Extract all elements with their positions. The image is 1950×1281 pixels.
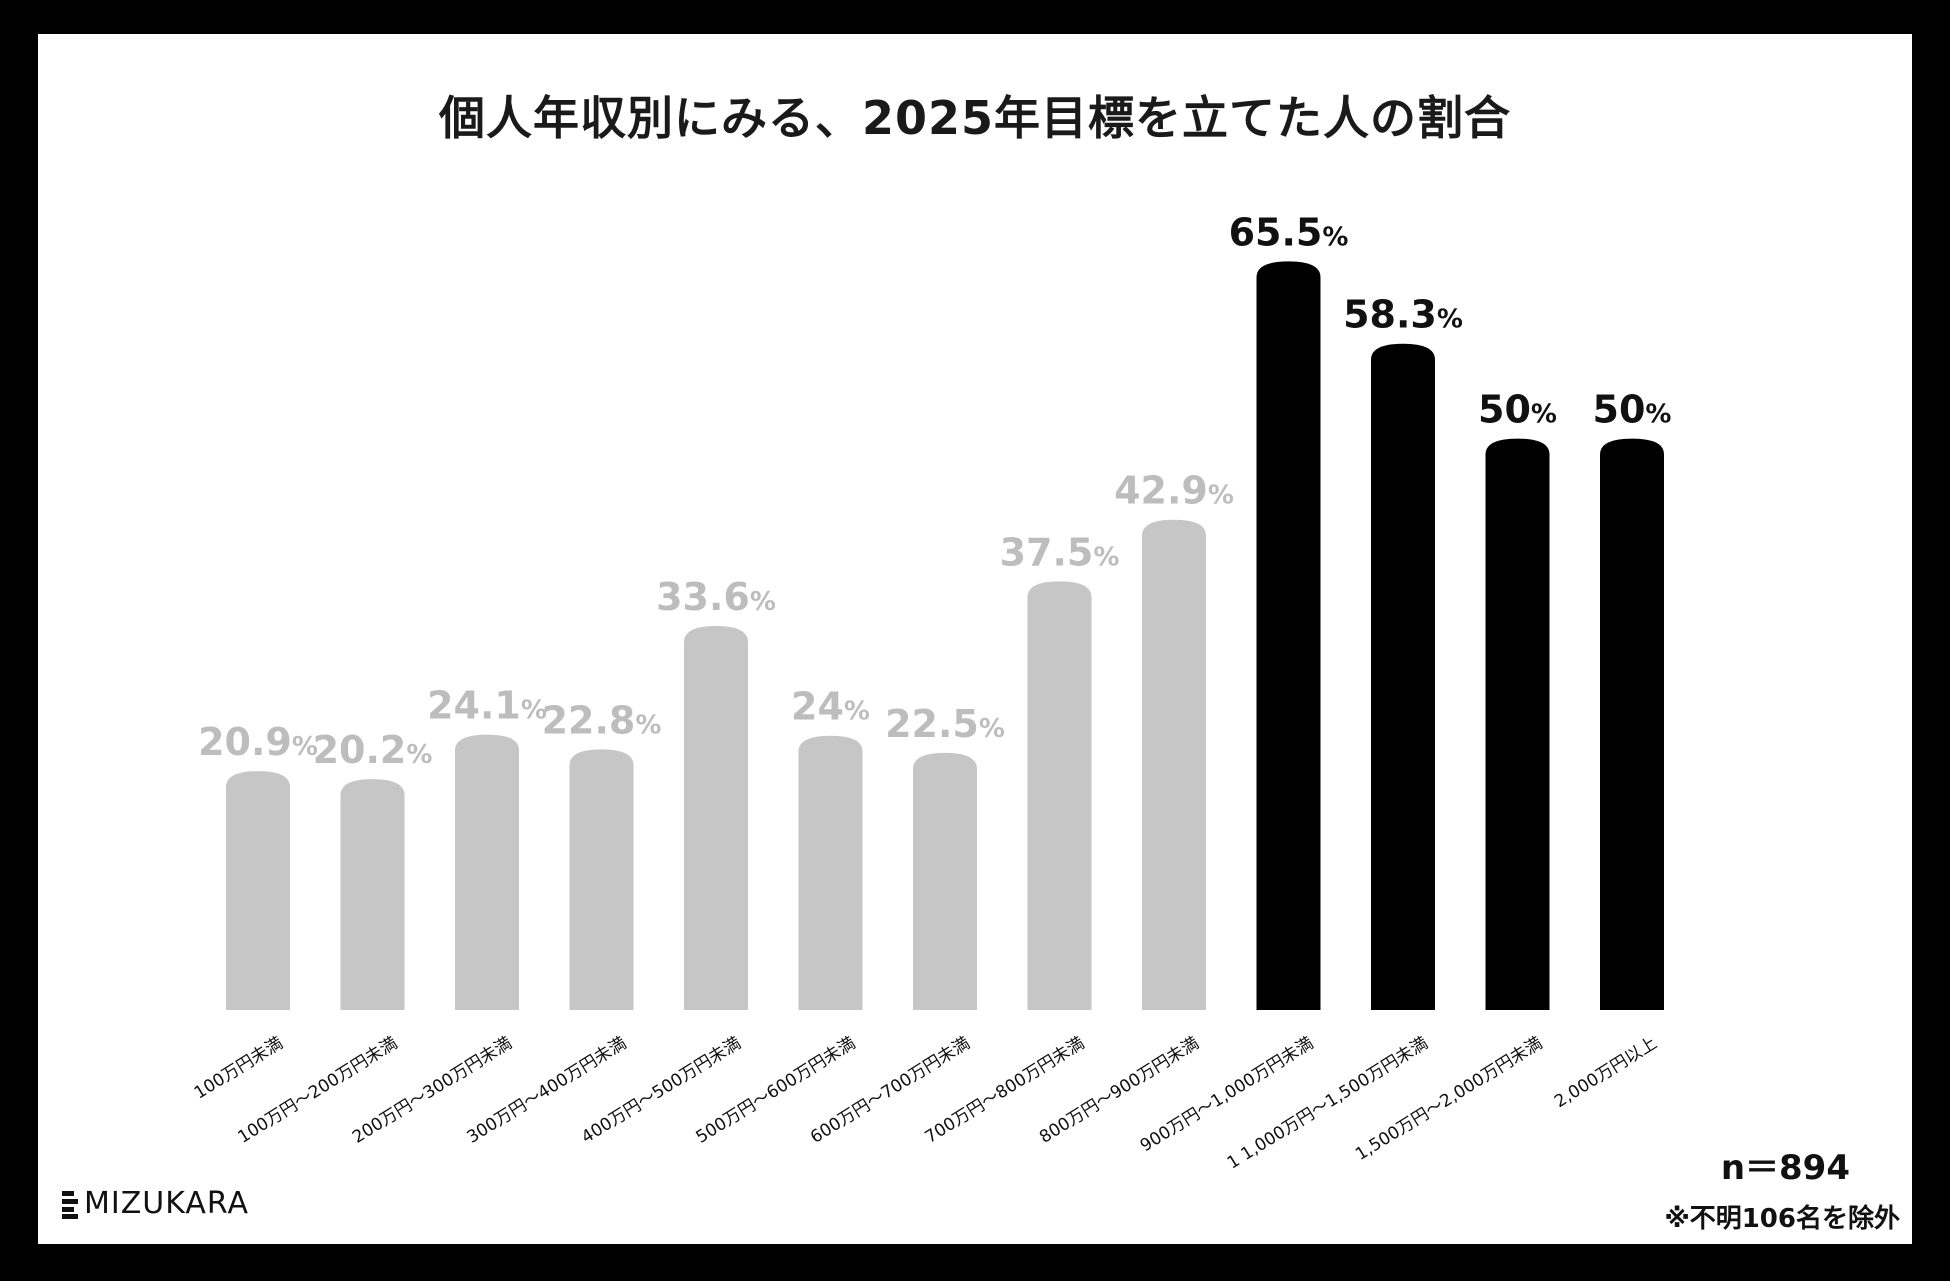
bar-8: [1027, 581, 1092, 1010]
value-label-11: 58.3%: [1343, 293, 1463, 337]
bar-chart: 20.9%100万円未満20.2%100万円～200万円未満24.1%200万円…: [191, 210, 1672, 1173]
category-label-13: 2,000万円以上: [1551, 1033, 1661, 1112]
value-label-10: 65.5%: [1229, 210, 1349, 254]
footnote: ※不明106名を除外: [1664, 1204, 1900, 1234]
category-label-12: 1,500万円～2,000万円未満: [1352, 1033, 1546, 1165]
value-label-6: 24%: [791, 685, 870, 729]
bar-9: [1142, 519, 1206, 1010]
value-label-8: 37.5%: [1000, 530, 1120, 574]
value-label-9: 42.9%: [1114, 469, 1234, 513]
brand-logo: MIZUKARA: [62, 1186, 249, 1221]
brand-logo-icon: [62, 1189, 78, 1219]
value-label-4: 22.8%: [542, 698, 662, 742]
chart-card: 個人年収別にみる、2025年目標を立てた人の割合 20.9% 100万円未満 20.…: [38, 34, 1912, 1244]
bar-1: [226, 771, 290, 1010]
value-label-12: 50%: [1478, 388, 1557, 432]
bar-4: [569, 749, 634, 1010]
value-label-1: 20.9%: [198, 720, 318, 764]
value-label-13: 50%: [1593, 388, 1672, 432]
bar-13: [1600, 438, 1664, 1011]
value-label-7: 22.5%: [885, 702, 1005, 746]
bar-10: [1256, 261, 1321, 1010]
sample-size: n＝894: [1720, 1148, 1850, 1188]
category-label-11: 1 1,000万円～1,500万円未満: [1224, 1033, 1432, 1173]
category-label-1: 100万円未満: [191, 1033, 287, 1103]
chart-title: 個人年収別にみる、2025年目標を立てた人の割合: [438, 91, 1512, 145]
bar-5: [684, 626, 748, 1010]
value-label-2: 20.2%: [313, 728, 433, 772]
bar-3: [455, 734, 519, 1010]
brand-name: MIZUKARA: [84, 1186, 250, 1221]
bar-11: [1371, 343, 1435, 1010]
value-label-3: 24.1%: [427, 684, 547, 728]
bar-6: [798, 735, 863, 1010]
bar-12: [1485, 438, 1550, 1011]
bar-2: [340, 779, 405, 1010]
bar-7: [913, 752, 977, 1010]
value-label-5: 33.6%: [656, 575, 776, 619]
